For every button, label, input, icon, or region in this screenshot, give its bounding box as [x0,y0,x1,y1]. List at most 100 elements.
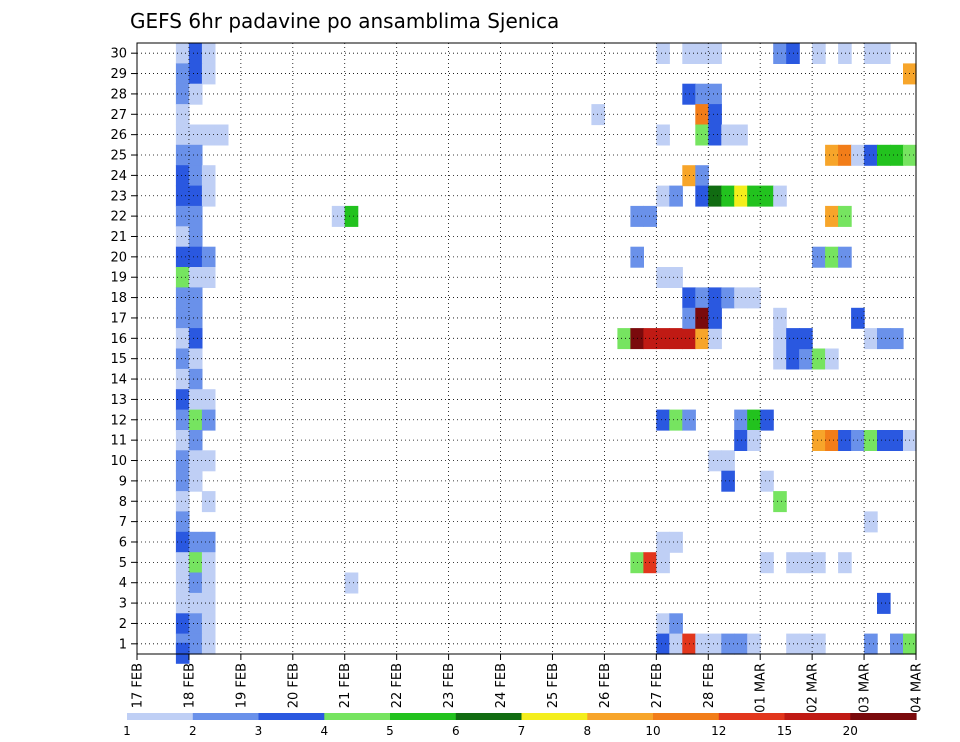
heatmap-cell [721,450,735,472]
colorbar-swatch [127,713,194,720]
heatmap-cell [760,185,774,207]
y-tick-label: 2 [119,617,127,632]
heatmap-cell [812,633,826,655]
y-tick-label: 19 [110,271,127,286]
x-tick-label: 01 MAR [754,663,769,713]
heatmap-cell [669,409,683,431]
heatmap-cell [656,124,670,146]
heatmap-cell [188,144,203,166]
heatmap-cell [188,552,203,574]
heatmap-cell [812,430,826,451]
colorbar-legend: 1 2 3 4 5 6 7 8 10 12 15 20 [123,713,917,738]
heatmap-cell [669,267,683,288]
heatmap-cell [188,287,203,309]
heatmap-cell [825,430,839,451]
heatmap-cell [344,205,359,227]
heatmap-cell [201,572,216,594]
heatmap-cell [825,348,839,370]
y-tick-label: 14 [110,373,127,388]
heatmap-cell [175,531,190,553]
heatmap-cell [201,389,216,411]
y-tick-label: 5 [119,556,127,571]
heatmap-cell [175,409,190,431]
x-tick-label: 02 MAR [806,663,821,713]
heatmap-cell [188,328,203,350]
heatmap-cell [669,613,683,635]
colorbar-swatch [192,713,260,720]
heatmap-cell [175,43,190,64]
heatmap-cell [188,267,203,288]
x-tick-label: 03 MAR [858,663,873,713]
heatmap-cell [773,348,787,370]
heatmap-cell [175,450,190,472]
heatmap-cell [656,328,670,350]
heatmap-cell [175,328,190,350]
y-tick-label: 23 [110,189,127,204]
heatmap-cell [175,307,190,329]
colorbar-label: 2 [189,724,197,738]
heatmap-cell [773,307,787,329]
heatmap-cell [188,83,203,105]
heatmap-cell [175,144,190,166]
heatmap-cell [864,430,878,451]
x-tick-label: 27 FEB [650,663,665,708]
heatmap-cell [838,144,852,166]
heatmap-cell [175,491,190,513]
heatmap-cell [175,205,190,227]
heatmap-cell [591,104,605,126]
heatmap-cell [838,205,852,227]
heatmap-cell [656,43,670,64]
heatmap-cell [708,124,722,146]
heatmap-cell [812,552,826,574]
colorbar-label: 10 [645,724,660,738]
heatmap-cell [760,470,774,492]
heatmap-cell [201,63,216,85]
y-tick-label: 16 [110,332,127,347]
heatmap-cell [877,430,891,451]
heatmap-cell [175,104,190,126]
heatmap-cell [344,572,359,594]
colorbar-swatch [850,713,917,720]
heatmap-cell [175,246,190,268]
y-tick-label: 6 [119,535,127,550]
colorbar-swatch [653,713,720,720]
heatmap-cell [656,409,670,431]
heatmap-cell [188,633,203,655]
colorbar-swatch [718,713,786,720]
heatmap-cell [656,613,670,635]
heatmap-cell [201,450,216,472]
heatmap-cell [188,389,203,411]
heatmap-cell [175,185,190,207]
y-tick-label: 18 [110,291,127,306]
heatmap-cell [877,43,891,64]
heatmap-cell [656,552,670,574]
heatmap-cell [175,63,190,85]
heatmap-cell [721,185,735,207]
heatmap-cell [201,409,216,431]
heatmap-cell [175,389,190,411]
heatmap-cell [825,144,839,166]
chart-title: GEFS 6hr padavine po ansamblima Sjenica [130,9,559,33]
heatmap-cell [864,43,878,64]
y-tick-label: 15 [110,352,127,367]
heatmap-cell [188,368,203,390]
heatmap-cell [201,267,216,288]
heatmap-cell [890,430,904,451]
y-tick-label: 21 [110,230,127,245]
plot-frame [136,42,917,655]
y-tick-label: 28 [110,87,127,102]
y-tick-label: 12 [110,413,127,428]
colorbar-swatch [390,713,457,720]
heatmap-cell [760,552,774,574]
heatmap-cell [773,328,787,350]
heatmap-cell [877,328,891,350]
colorbar-label: 5 [386,724,394,738]
heatmap-cell [773,491,787,513]
heatmap-cell [201,185,216,207]
y-tick-label: 8 [119,495,127,510]
heatmap-cell [864,633,878,655]
x-tick-label: 25 FEB [546,663,561,708]
y-tick-label: 26 [110,128,127,143]
heatmap-cell [175,83,190,105]
y-tick-label: 3 [119,597,127,612]
